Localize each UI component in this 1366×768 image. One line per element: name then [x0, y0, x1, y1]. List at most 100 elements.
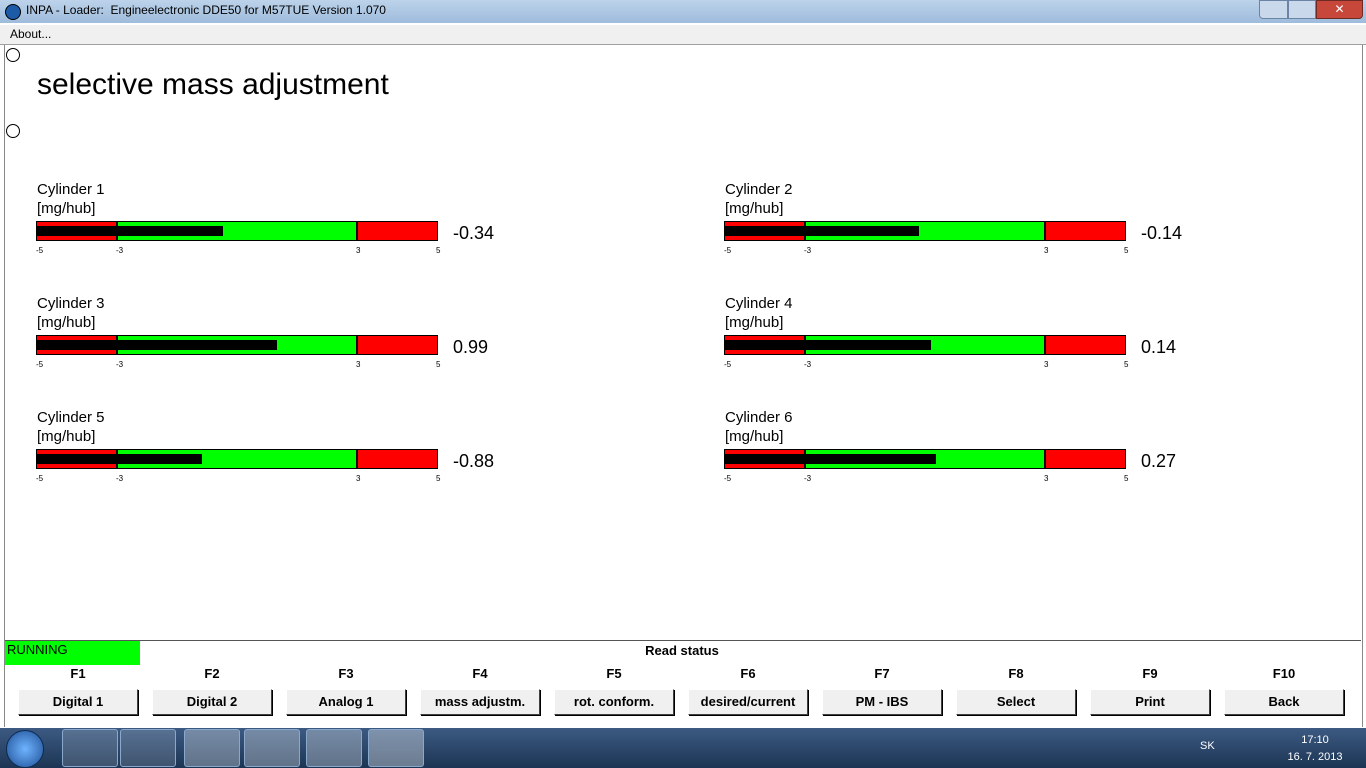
gauge-tick-label: -3 [116, 360, 124, 369]
gauge-value: -0.14 [1141, 223, 1183, 243]
gauge-value: 0.99 [453, 337, 489, 357]
gauge-tick-label: -5 [724, 474, 732, 483]
gauge-tick [356, 336, 358, 354]
gauge-tick [356, 222, 358, 240]
clock-date[interactable]: 16. 7. 2013 [1287, 751, 1343, 763]
function-key-name: F1 [70, 666, 86, 681]
taskbar-explorer[interactable] [62, 729, 118, 767]
close-button[interactable]: ✕ [1316, 0, 1363, 19]
gauge-tick [1044, 450, 1046, 468]
window-title: INPA - Loader: Engineelectronic DDE50 fo… [26, 3, 386, 17]
gauge-value: -0.88 [453, 451, 495, 471]
gauge-tick-label: -3 [116, 246, 124, 255]
gauge-tick-label: 3 [356, 246, 361, 255]
function-key-name: F2 [204, 666, 220, 681]
function-key-name: F5 [606, 666, 622, 681]
gauge-label: Cylinder 2 [725, 181, 793, 198]
gauge-tick-label: 3 [1044, 360, 1049, 369]
indicator-circle [6, 124, 20, 138]
gauge-tick-label: 3 [356, 360, 361, 369]
gauge-tick-label: 3 [356, 474, 361, 483]
heading: selective mass adjustment [37, 68, 389, 101]
gauge-zone [1045, 336, 1125, 354]
gauge-tick-label: 5 [436, 246, 441, 255]
gauge-tick-label: 5 [1124, 246, 1129, 255]
gauge-tick-label: -3 [804, 246, 812, 255]
gauge-unit: [mg/hub] [37, 428, 96, 445]
status-state: RUNNING [5, 641, 140, 665]
function-button[interactable]: Analog 1 [286, 689, 406, 715]
function-button[interactable]: mass adjustm. [420, 689, 540, 715]
maximize-button[interactable] [1288, 0, 1316, 19]
gauge-tick-label: -5 [36, 360, 44, 369]
gauge-tick [1044, 222, 1046, 240]
function-key-name: F9 [1142, 666, 1158, 681]
function-key-name: F3 [338, 666, 354, 681]
taskbar-inpa[interactable] [368, 729, 424, 767]
gauge-tick-label: 3 [1044, 474, 1049, 483]
gauge-tick-label: 5 [436, 474, 441, 483]
clock-time[interactable]: 17:10 [1301, 734, 1329, 746]
function-button[interactable]: Select [956, 689, 1076, 715]
gauge-bar [37, 340, 277, 350]
gauge-zone [357, 336, 437, 354]
gauge-unit: [mg/hub] [37, 314, 96, 331]
gauge-label: Cylinder 6 [725, 409, 793, 426]
gauge-bar [37, 454, 202, 464]
gauge-tick-label: 3 [1044, 246, 1049, 255]
gauge-unit: [mg/hub] [37, 200, 96, 217]
taskbar [0, 728, 1366, 768]
gauge-value: -0.34 [453, 223, 495, 243]
gauge-zone [357, 450, 437, 468]
function-button[interactable]: rot. conform. [554, 689, 674, 715]
function-button[interactable]: Print [1090, 689, 1210, 715]
function-button[interactable]: Digital 2 [152, 689, 272, 715]
title-bar [0, 0, 1366, 23]
gauge-label: Cylinder 5 [37, 409, 105, 426]
gauge-unit: [mg/hub] [725, 428, 784, 445]
function-key-name: F10 [1272, 666, 1296, 681]
gauge-tick-label: 5 [1124, 360, 1129, 369]
start-button[interactable] [6, 730, 44, 768]
gauge-label: Cylinder 3 [37, 295, 105, 312]
gauge-label: Cylinder 4 [725, 295, 793, 312]
gauge-label: Cylinder 1 [37, 181, 105, 198]
app-icon [5, 4, 21, 20]
gauge-tick-label: 5 [1124, 474, 1129, 483]
gauge-value: 0.14 [1141, 337, 1177, 357]
gauge-bar [725, 340, 931, 350]
gauge-unit: [mg/hub] [725, 200, 784, 217]
gauge-tick [1044, 336, 1046, 354]
gauge-tick-label: -5 [36, 474, 44, 483]
gauge-tick-label: 5 [436, 360, 441, 369]
gauge-tick-label: -3 [116, 474, 124, 483]
gauge-tick-label: -5 [724, 360, 732, 369]
language-indicator[interactable]: SK [1200, 740, 1215, 752]
menu-item[interactable]: About... [10, 27, 52, 41]
function-key-name: F6 [740, 666, 756, 681]
taskbar-ediabas-1[interactable] [244, 729, 300, 767]
status-message: Read status [645, 643, 719, 658]
function-button[interactable]: PM - IBS [822, 689, 942, 715]
gauge-bar [37, 226, 224, 236]
gauge-zone [1045, 450, 1125, 468]
function-key-name: F7 [874, 666, 890, 681]
taskbar-media[interactable] [120, 729, 176, 767]
status-separator [5, 640, 1361, 641]
gauge-tick-label: -3 [804, 474, 812, 483]
content-area [4, 45, 1363, 727]
gauge-tick-label: -5 [724, 246, 732, 255]
taskbar-skype[interactable] [184, 729, 240, 767]
gauge-tick-label: -3 [804, 360, 812, 369]
gauge-zone [357, 222, 437, 240]
minimize-button[interactable] [1259, 0, 1288, 19]
function-button[interactable]: Back [1224, 689, 1344, 715]
gauge-value: 0.27 [1141, 451, 1177, 471]
function-button[interactable]: desired/current [688, 689, 808, 715]
gauge-tick [356, 450, 358, 468]
taskbar-ediabas-2[interactable] [306, 729, 362, 767]
function-button[interactable]: Digital 1 [18, 689, 138, 715]
indicator-circle [6, 48, 20, 62]
function-key-name: F8 [1008, 666, 1024, 681]
